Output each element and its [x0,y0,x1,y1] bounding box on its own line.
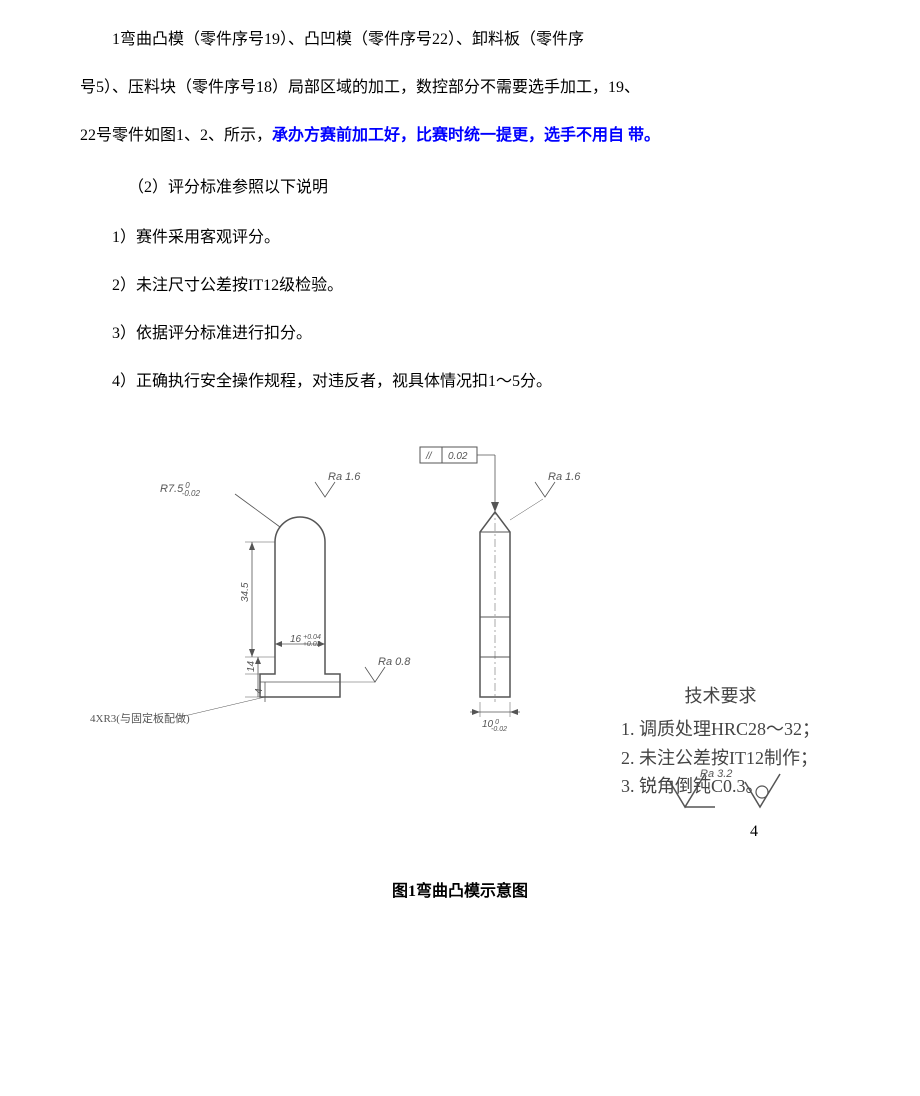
tech-requirements: 技术要求 1. 调质处理HRC28～32； 2. 未注公差按IT12制作； 3.… [621,682,820,801]
figure-caption: 图1弯曲凸模示意图 [80,872,840,912]
tech-req-title: 技术要求 [621,682,820,711]
para1-line1: 1弯曲凸模（零件序号19）、凸凹模（零件序号22）、卸料板（零件序 [80,20,840,60]
list-item-4: 4）正确执行安全操作规程，对违反者，视具体情况扣1～5分。 [80,362,840,402]
para1-line2: 号5）、压料块（零件序号18）局部区域的加工，数控部分不需要选手加工，19、 [80,68,840,108]
dim-345: 34.5 [240,582,251,602]
ra16-right: Ra 1.6 [548,471,581,483]
section2-title: （2）评分标准参照以下说明 [80,168,840,208]
list-item-1: 1）赛件采用客观评分。 [80,218,840,258]
ra08: Ra 0.8 [378,656,411,668]
para1-text-a: 22号零件如图1、2、所示， [80,127,272,144]
figure-container: R7.50-0.02 Ra 1.6 34.5 14 4 [80,442,840,852]
dim-4: 4 [254,688,265,694]
tech-req-3: 3. 锐角倒钝C0.3。 [621,772,820,801]
dim-10: 100-0.02 [482,719,507,733]
tech-req-1: 1. 调质处理HRC28～32； [621,715,820,744]
note-4xr3: 4XR3(与固定板配做) [90,711,190,725]
para1-highlight: 承办方赛前加工好，比赛时统一提更，选手不用自 带。 [272,127,660,144]
ra16-left: Ra 1.6 [328,471,361,483]
page-number: 4 [750,812,758,852]
para1-line3: 22号零件如图1、2、所示，承办方赛前加工好，比赛时统一提更，选手不用自 带。 [80,116,840,156]
svg-text://: // [425,451,433,462]
dim-14: 14 [246,660,257,672]
list-item-3: 3）依据评分标准进行扣分。 [80,314,840,354]
dim-16: 16+0.04+0.02 [290,634,321,648]
list-item-2: 2）未注尺寸公差按IT12级检验。 [80,266,840,306]
parallel-tol: 0.02 [448,451,468,462]
radius-annotation: R7.50-0.02 [160,481,200,498]
tech-req-2: 2. 未注公差按IT12制作； [621,744,820,773]
